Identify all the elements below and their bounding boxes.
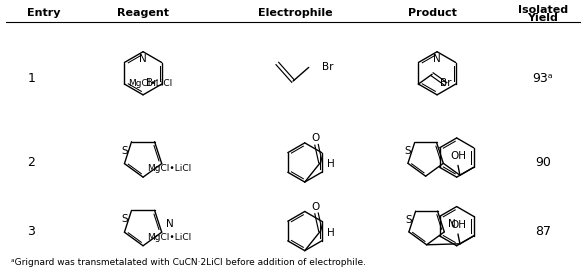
Text: Yield: Yield (528, 13, 558, 23)
Text: S: S (405, 215, 411, 225)
Text: H: H (328, 228, 335, 238)
Text: OH: OH (450, 220, 466, 230)
Text: ᵃGrignard was transmetalated with CuCN·2LiCl before addition of electrophile.: ᵃGrignard was transmetalated with CuCN·2… (11, 258, 366, 267)
Text: MgCl•LiCl: MgCl•LiCl (147, 164, 191, 173)
Text: MgCl•LiCl: MgCl•LiCl (129, 79, 173, 88)
Text: S: S (404, 146, 411, 156)
Text: S: S (121, 146, 127, 156)
Text: N: N (448, 219, 456, 229)
Text: 93ᵃ: 93ᵃ (532, 72, 553, 85)
Text: S: S (121, 214, 127, 224)
Text: 90: 90 (535, 156, 551, 169)
Text: O: O (312, 133, 320, 143)
Text: Br: Br (440, 78, 452, 88)
Text: H: H (328, 159, 335, 169)
Text: Br: Br (322, 62, 334, 72)
Text: N: N (166, 219, 173, 229)
Text: N: N (139, 54, 147, 64)
Text: Reagent: Reagent (117, 8, 169, 18)
Text: MgCl•LiCl: MgCl•LiCl (147, 233, 191, 242)
Text: 2: 2 (28, 156, 35, 169)
Text: O: O (312, 202, 320, 212)
Text: Product: Product (408, 8, 457, 18)
Text: 3: 3 (28, 225, 35, 237)
Text: Isolated: Isolated (518, 5, 568, 15)
Text: N: N (433, 54, 441, 64)
Text: 1: 1 (28, 72, 35, 85)
Text: 87: 87 (535, 225, 551, 237)
Text: Entry: Entry (28, 8, 61, 18)
Text: Br: Br (146, 78, 158, 88)
Text: OH: OH (450, 152, 466, 162)
Text: Electrophile: Electrophile (258, 8, 332, 18)
